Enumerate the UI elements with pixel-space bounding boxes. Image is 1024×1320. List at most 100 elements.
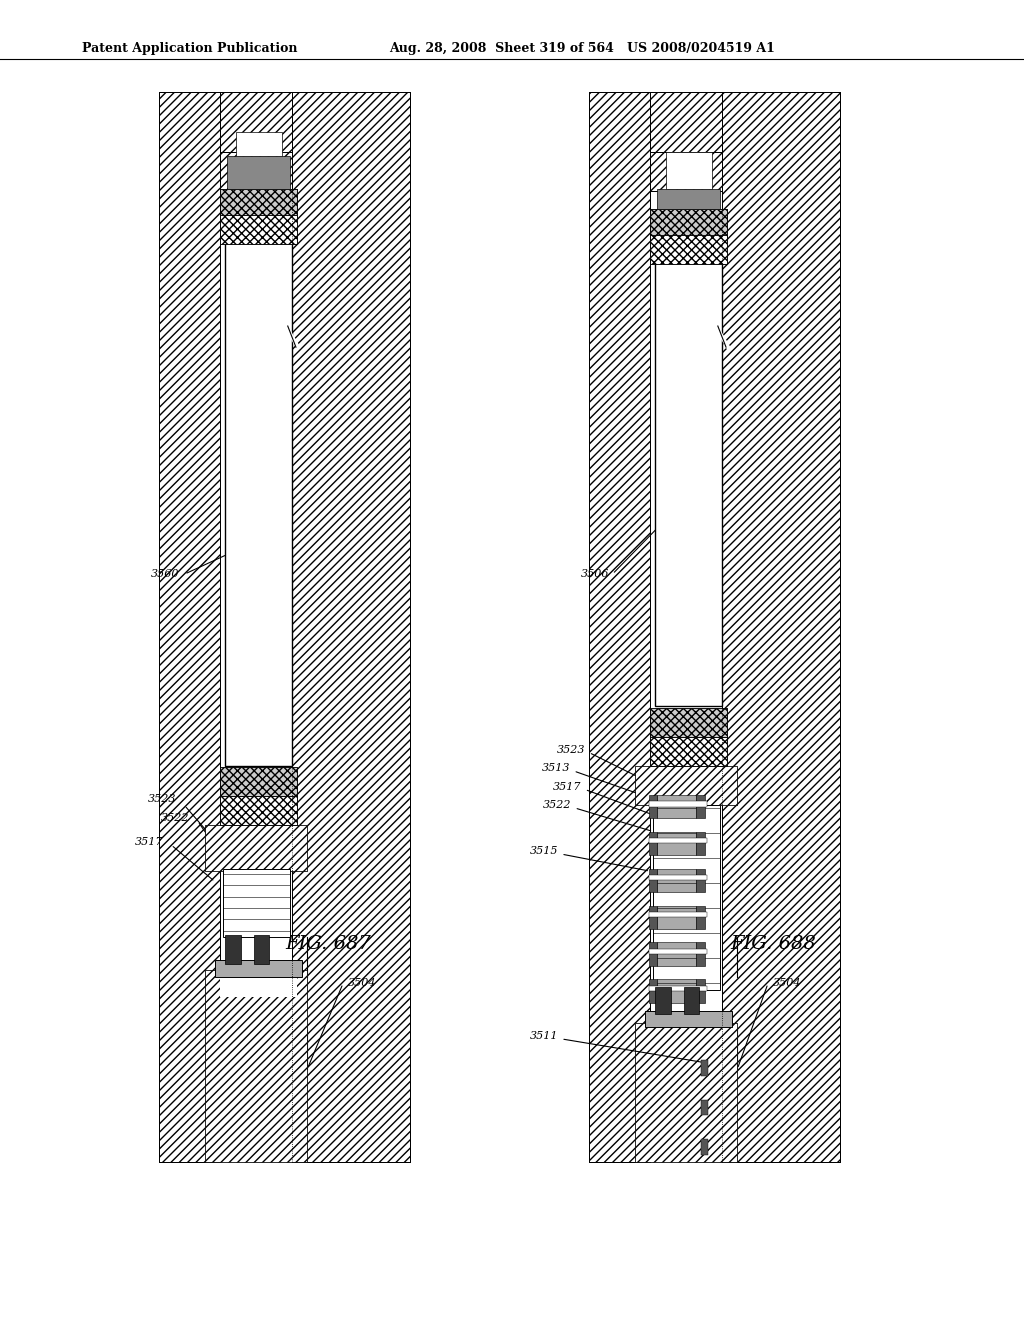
Bar bbox=[635, 1023, 737, 1162]
Bar bbox=[589, 92, 650, 1162]
Text: Patent Application Publication: Patent Application Publication bbox=[82, 42, 297, 55]
Bar bbox=[696, 942, 705, 966]
Bar bbox=[292, 92, 410, 1162]
Text: 3517: 3517 bbox=[553, 781, 582, 792]
Text: FIG. 687: FIG. 687 bbox=[285, 935, 371, 953]
Bar bbox=[696, 906, 705, 929]
Text: 3517: 3517 bbox=[135, 837, 164, 847]
Bar bbox=[635, 1023, 737, 1162]
Text: 3523: 3523 bbox=[557, 744, 586, 755]
Bar bbox=[220, 796, 297, 825]
Text: 3523: 3523 bbox=[147, 793, 176, 804]
Text: 3504: 3504 bbox=[348, 978, 377, 989]
Bar bbox=[649, 838, 707, 843]
Bar bbox=[220, 189, 297, 218]
Bar bbox=[701, 1100, 708, 1115]
Bar bbox=[649, 979, 657, 1003]
Text: 3522: 3522 bbox=[543, 800, 571, 810]
Bar bbox=[205, 970, 307, 1162]
Bar bbox=[205, 970, 307, 1162]
Text: 3560: 3560 bbox=[151, 569, 179, 579]
Bar bbox=[657, 979, 696, 1003]
Bar bbox=[220, 767, 297, 796]
Bar bbox=[220, 92, 292, 152]
Bar bbox=[650, 737, 727, 766]
Bar bbox=[701, 1139, 708, 1155]
Text: 3515: 3515 bbox=[529, 846, 558, 857]
Bar bbox=[650, 708, 727, 737]
Bar bbox=[159, 92, 220, 1162]
Bar bbox=[589, 92, 650, 1162]
Bar bbox=[655, 987, 671, 1014]
Bar bbox=[650, 92, 722, 191]
Bar bbox=[645, 1011, 732, 1027]
Bar bbox=[650, 235, 727, 264]
Bar bbox=[159, 92, 220, 1162]
Bar bbox=[635, 766, 737, 805]
Bar bbox=[215, 960, 302, 977]
Bar bbox=[722, 92, 840, 1162]
Bar bbox=[236, 132, 282, 156]
Text: 3513: 3513 bbox=[542, 763, 570, 774]
Text: 3522: 3522 bbox=[161, 813, 189, 824]
Bar bbox=[650, 92, 722, 152]
Bar bbox=[220, 92, 292, 191]
Bar bbox=[649, 795, 657, 818]
Bar bbox=[649, 986, 707, 991]
Bar bbox=[220, 767, 297, 796]
Bar bbox=[220, 189, 297, 218]
Text: FIG. 688: FIG. 688 bbox=[730, 935, 816, 953]
Bar bbox=[225, 218, 292, 766]
Bar bbox=[649, 906, 657, 929]
Bar bbox=[220, 796, 297, 825]
Bar bbox=[650, 708, 727, 737]
Bar bbox=[254, 935, 269, 964]
Bar bbox=[696, 832, 705, 855]
Bar bbox=[649, 875, 707, 880]
Bar bbox=[649, 869, 657, 892]
Bar bbox=[227, 156, 290, 189]
Bar bbox=[650, 92, 722, 191]
Text: 3511: 3511 bbox=[529, 1031, 558, 1041]
Text: Aug. 28, 2008  Sheet 319 of 564   US 2008/0204519 A1: Aug. 28, 2008 Sheet 319 of 564 US 2008/0… bbox=[389, 42, 775, 55]
Bar bbox=[205, 825, 307, 871]
Bar bbox=[657, 189, 720, 209]
Bar bbox=[696, 869, 705, 892]
Bar bbox=[666, 152, 712, 189]
Text: 3506: 3506 bbox=[581, 569, 609, 579]
Bar bbox=[649, 942, 657, 966]
Bar bbox=[220, 92, 292, 152]
Bar bbox=[657, 869, 696, 892]
Bar bbox=[655, 238, 722, 706]
Bar bbox=[650, 209, 727, 238]
Bar bbox=[223, 869, 290, 937]
Bar bbox=[220, 92, 292, 191]
Bar bbox=[696, 979, 705, 1003]
Bar bbox=[220, 215, 297, 244]
Bar bbox=[657, 906, 696, 929]
Bar bbox=[292, 92, 410, 1162]
Bar bbox=[650, 92, 722, 152]
Bar bbox=[225, 935, 241, 964]
Bar bbox=[696, 795, 705, 818]
Bar bbox=[657, 942, 696, 966]
Bar bbox=[650, 209, 727, 238]
Bar bbox=[649, 949, 707, 954]
Bar bbox=[722, 92, 840, 1162]
Bar bbox=[657, 795, 696, 818]
Bar bbox=[684, 987, 699, 1014]
Bar bbox=[220, 215, 297, 244]
Text: 3504: 3504 bbox=[773, 978, 802, 989]
Bar bbox=[701, 1060, 708, 1076]
Bar bbox=[649, 801, 707, 807]
Bar bbox=[225, 218, 292, 766]
Bar bbox=[649, 832, 657, 855]
Bar bbox=[655, 238, 722, 706]
Bar bbox=[650, 737, 727, 766]
Bar bbox=[205, 825, 307, 871]
Bar bbox=[650, 235, 727, 264]
Bar bbox=[653, 805, 720, 990]
Bar bbox=[635, 766, 737, 805]
Bar bbox=[657, 832, 696, 855]
Bar bbox=[220, 973, 297, 997]
